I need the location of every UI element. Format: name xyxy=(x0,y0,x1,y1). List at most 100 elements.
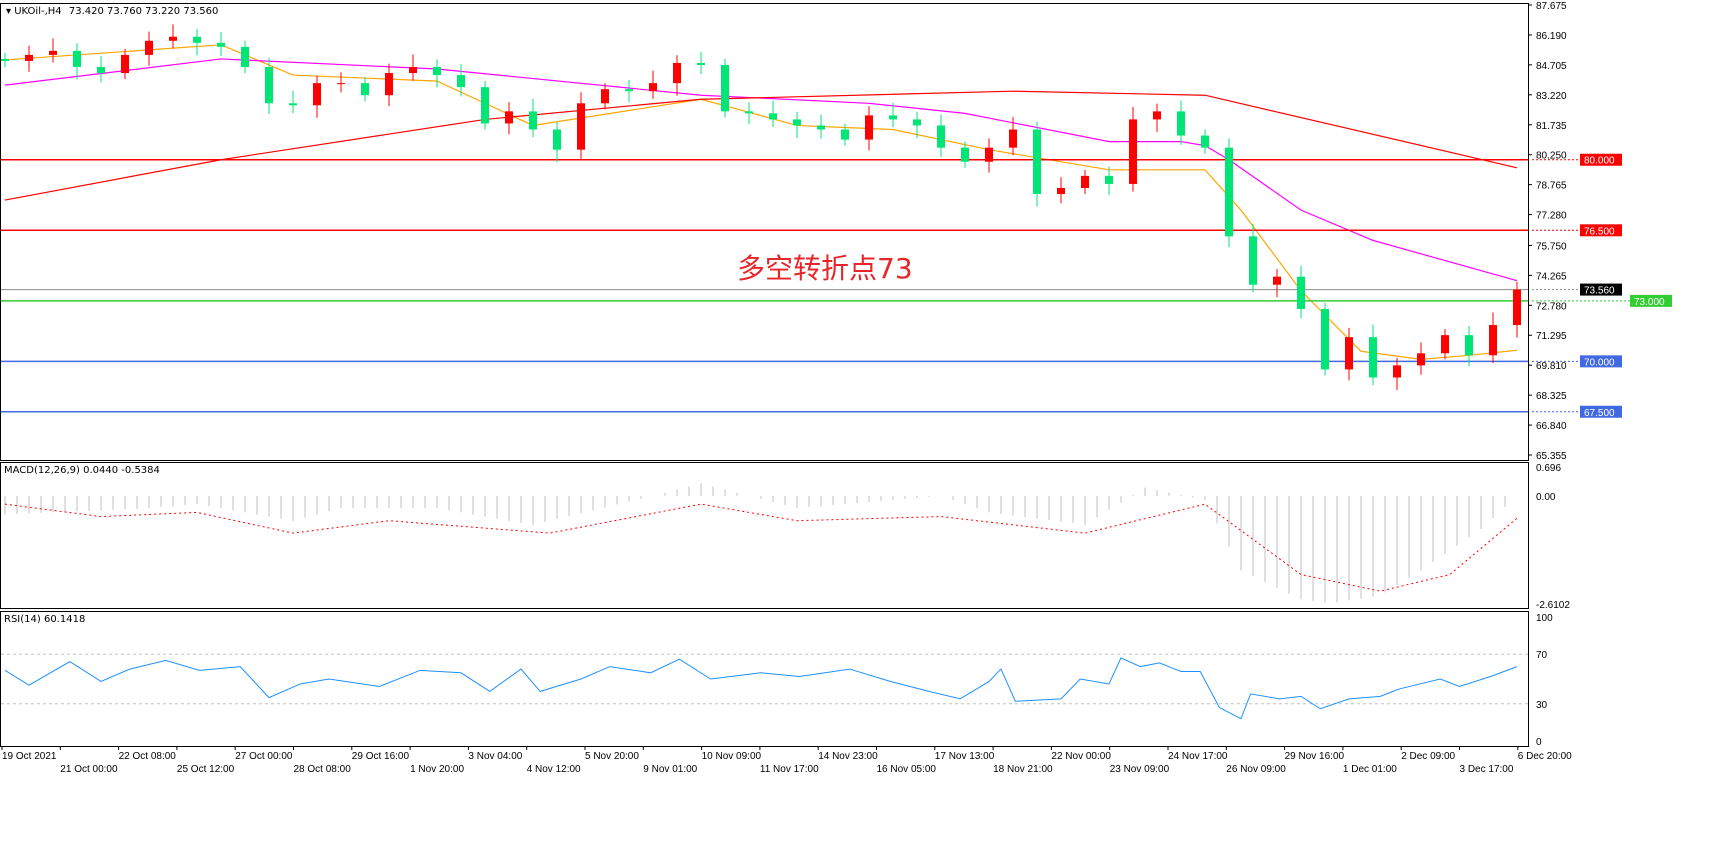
macd-tick-label: 0.696 xyxy=(1536,463,1561,474)
candle-body xyxy=(25,54,33,61)
price-tick-label: 87.675 xyxy=(1536,1,1567,12)
candle-body xyxy=(721,64,729,112)
candle-body xyxy=(1369,337,1377,378)
candle-body xyxy=(193,36,201,43)
candle-body xyxy=(697,62,705,65)
price-tick-label: 78.765 xyxy=(1536,181,1567,192)
candle-body xyxy=(985,147,993,162)
rsi-header: RSI(14) 60.1418 xyxy=(4,614,86,625)
candle-body xyxy=(337,83,345,85)
price-tick-label: 74.265 xyxy=(1536,271,1567,282)
candle-body xyxy=(73,50,81,67)
candle-body xyxy=(217,42,225,47)
main-chart-header[interactable]: ▾ UKOil-,H4 73.420 73.760 73.220 73.560 xyxy=(6,6,218,17)
annotation-text: 多空转折点73 xyxy=(737,252,913,285)
candle-body xyxy=(1465,335,1473,356)
candle-body xyxy=(505,111,513,124)
candle-body xyxy=(1177,111,1185,136)
candle-body xyxy=(481,87,489,124)
price-tick-label: 86.190 xyxy=(1536,31,1567,42)
price-level-badge xyxy=(1580,153,1622,166)
candle-body xyxy=(1009,129,1017,148)
collapse-triangle-icon[interactable]: ▾ xyxy=(6,6,12,17)
candle-body xyxy=(961,147,969,162)
price-level-label: 76.500 xyxy=(1584,226,1615,237)
price-tick-label: 72.780 xyxy=(1536,301,1567,312)
candle-body xyxy=(673,62,681,84)
candle-body xyxy=(1129,119,1137,184)
candle-body xyxy=(1057,187,1065,195)
candle-body xyxy=(937,125,945,148)
price-tick-label: 81.735 xyxy=(1536,121,1567,132)
price-level-badge xyxy=(1580,355,1622,368)
candle-body xyxy=(241,46,249,67)
candle-body xyxy=(313,83,321,106)
time-tick-label: 10 Nov 09:00 xyxy=(701,751,762,762)
candle-body xyxy=(1417,353,1425,366)
price-level-label: 80.000 xyxy=(1584,156,1615,167)
time-tick-label: 29 Oct 16:00 xyxy=(351,751,410,762)
rsi-tick-label: 70 xyxy=(1536,650,1548,661)
candle-body xyxy=(433,66,441,76)
candle-body xyxy=(649,83,657,92)
time-tick-label: 16 Nov 05:00 xyxy=(876,764,937,775)
time-tick-label: 11 Nov 17:00 xyxy=(759,764,819,775)
time-tick-label: 3 Nov 04:00 xyxy=(468,751,523,762)
time-tick-label: 3 Dec 17:00 xyxy=(1459,764,1514,775)
candle-body xyxy=(1489,325,1497,356)
time-tick-label: 28 Oct 08:00 xyxy=(293,764,351,775)
candle-body xyxy=(1033,129,1041,195)
candle-body xyxy=(1345,337,1353,370)
price-tick-label: 84.705 xyxy=(1536,61,1567,72)
main-panel-border xyxy=(0,3,1529,461)
time-tick-label: 22 Nov 00:00 xyxy=(1051,751,1111,762)
time-tick-label: 14 Nov 23:00 xyxy=(818,751,878,762)
candle-body xyxy=(1297,276,1305,309)
time-tick-label: 25 Oct 12:00 xyxy=(176,764,235,775)
rsi-tick-label: 30 xyxy=(1536,700,1548,711)
symbol-label: UKOil-,H4 xyxy=(14,6,62,17)
candle-body xyxy=(841,129,849,140)
price-level-badge xyxy=(1630,294,1672,307)
price-level-label: 67.500 xyxy=(1584,408,1615,419)
candle-body xyxy=(1393,365,1401,378)
candle-body xyxy=(601,89,609,104)
candle-body xyxy=(289,103,297,106)
price-tick-label: 71.295 xyxy=(1536,331,1567,342)
candle-body xyxy=(1201,135,1209,148)
time-tick-label: 2 Dec 09:00 xyxy=(1401,751,1456,762)
price-tick-label: 77.280 xyxy=(1536,211,1567,222)
candle-body xyxy=(1153,111,1161,120)
ohlc-values: 73.420 73.760 73.220 73.560 xyxy=(68,6,219,17)
candle-body xyxy=(1321,308,1329,370)
price-level-label: 73.000 xyxy=(1634,297,1665,308)
candle-body xyxy=(529,111,537,130)
price-level-badge xyxy=(1580,405,1622,418)
candle-body xyxy=(1273,276,1281,285)
candle-body xyxy=(169,36,177,41)
price-level-label: 70.000 xyxy=(1584,357,1615,368)
candle-body xyxy=(49,50,57,55)
price-tick-label: 66.840 xyxy=(1536,421,1567,432)
candle-body xyxy=(1249,236,1257,285)
candle-body xyxy=(889,115,897,120)
candle-body xyxy=(865,115,873,140)
candle-body xyxy=(793,119,801,126)
rsi-line xyxy=(4,657,1518,720)
time-tick-label: 29 Nov 16:00 xyxy=(1284,751,1345,762)
macd-tick-label: -2.6102 xyxy=(1536,600,1570,611)
price-level-label: 73.560 xyxy=(1584,286,1615,297)
candle-body xyxy=(1,58,9,61)
rsi-tick-label: 100 xyxy=(1536,613,1553,624)
macd-panel-border xyxy=(0,462,1529,609)
macd-tick-label: 0.00 xyxy=(1536,492,1556,503)
time-tick-label: 22 Oct 08:00 xyxy=(118,751,176,762)
candle-body xyxy=(577,103,585,150)
candle-body xyxy=(745,111,753,114)
time-tick-label: 9 Nov 01:00 xyxy=(643,764,698,775)
time-tick-label: 26 Nov 09:00 xyxy=(1226,764,1286,775)
price-tick-label: 68.325 xyxy=(1536,391,1567,402)
candle-body xyxy=(361,83,369,96)
candle-body xyxy=(817,125,825,130)
time-tick-label: 1 Dec 01:00 xyxy=(1342,764,1397,775)
